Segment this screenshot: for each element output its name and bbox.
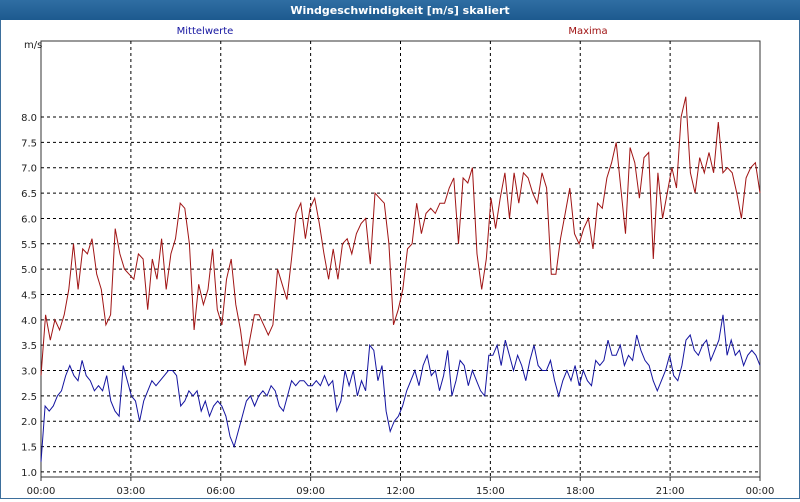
y-tick-label: 4.0	[21, 316, 37, 327]
x-axis: 00:0010.12.2003:0010.12.2006:0010.12.200…	[27, 477, 775, 497]
y-tick-label: 2.5	[21, 392, 37, 403]
y-tick-label: 6.0	[21, 214, 37, 225]
x-tick-time-label: 09:00	[296, 486, 325, 497]
x-tick-time-label: 21:00	[656, 486, 685, 497]
y-tick-label: 7.0	[21, 164, 37, 175]
y-tick-label: 1.5	[21, 443, 37, 454]
y-tick-label: 4.5	[21, 290, 37, 301]
chart-frame: 1.0 1.5 2.0 2.5 3.0 3.5 4.0 4.5 5.0 5.5 6.0 6.5 7.0 7…	[0, 20, 800, 499]
legend-maxima: Maxima	[568, 26, 607, 37]
x-tick-time-label: 12:00	[386, 486, 415, 497]
wind-speed-chart: 1.0 1.5 2.0 2.5 3.0 3.5 4.0 4.5 5.0 5.5 6.0 6.5 7.0 7…	[21, 26, 775, 497]
y-axis: 1.0 1.5 2.0 2.5 3.0 3.5 4.0 4.5 5.0 5.5 6.0 6.5 7.0 7…	[21, 113, 37, 479]
x-tick-time-label: 03:00	[116, 486, 145, 497]
x-tick-time-label: 15:00	[476, 486, 505, 497]
y-tick-label: 8.0	[21, 113, 37, 124]
chart-title: Windgeschwindigkeit [m/s] skaliert	[0, 0, 800, 20]
y-tick-label: 1.0	[21, 468, 37, 479]
x-tick-time-label: 00:00	[746, 486, 775, 497]
y-axis-unit-label: m/s	[24, 40, 42, 51]
y-tick-label: 5.5	[21, 240, 37, 251]
y-tick-label: 2.0	[21, 417, 37, 428]
x-tick-time-label: 00:00	[27, 486, 56, 497]
y-tick-label: 7.5	[21, 138, 37, 149]
y-tick-label: 6.5	[21, 189, 37, 200]
legend-mittelwerte: Mittelwerte	[177, 26, 234, 37]
y-tick-label: 3.5	[21, 341, 37, 352]
y-tick-label: 5.0	[21, 265, 37, 276]
series-group	[40, 96, 761, 462]
grid-lines	[41, 41, 760, 477]
series-line-mittelwerte	[40, 314, 761, 462]
x-tick-time-label: 18:00	[566, 486, 595, 497]
y-tick-label: 3.0	[21, 367, 37, 378]
x-tick-time-label: 06:00	[206, 486, 235, 497]
series-line-maxima	[40, 96, 761, 376]
